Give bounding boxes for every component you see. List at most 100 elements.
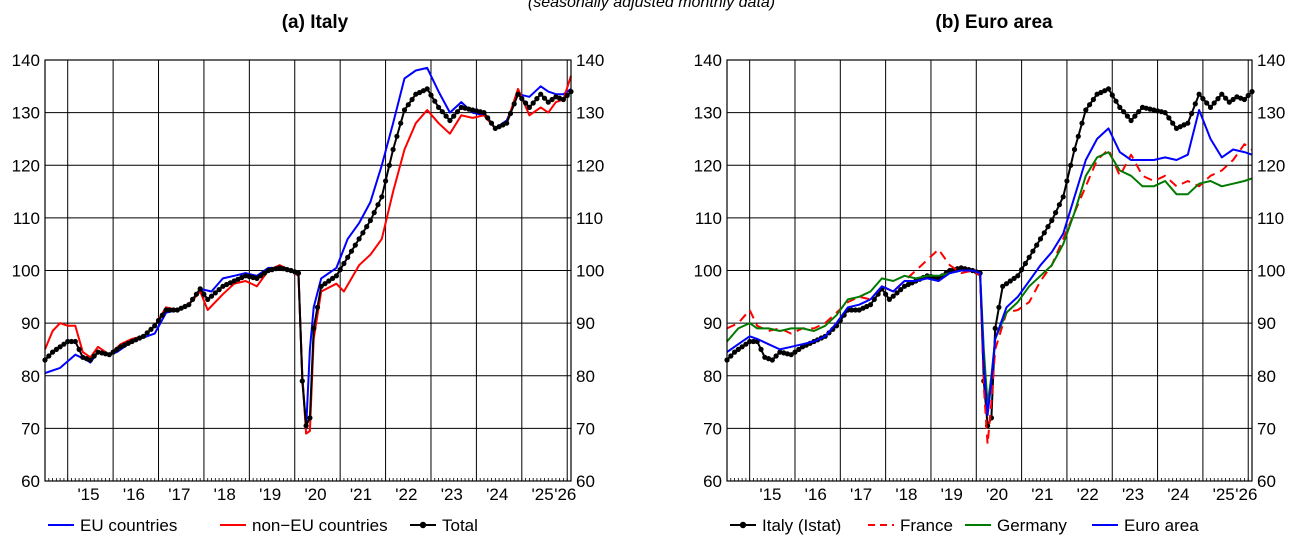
- a-ytick-right-110: 110: [576, 209, 603, 228]
- b-marker-italy-istat: [871, 296, 877, 302]
- a-marker-total: [439, 109, 445, 115]
- b-marker-italy-istat: [1015, 273, 1021, 279]
- b-marker-italy-istat: [1019, 267, 1025, 273]
- b-marker-italy-istat: [1219, 91, 1225, 97]
- a-xtick-21: '21: [350, 485, 372, 504]
- b-marker-italy-istat: [883, 291, 889, 297]
- panel-a-italy: 60 60 70 70 80 80 90 90 100 100 110 110 120 120 130 130…: [12, 51, 605, 535]
- a-ytick-left-140: 140: [12, 51, 40, 70]
- b-xtick-22: '22: [1077, 485, 1099, 504]
- b-ytick-right-140: 140: [1257, 51, 1285, 70]
- chart-subtitle: (seasonally adjusted monthly data): [527, 0, 776, 11]
- a-ytick-right-140: 140: [576, 51, 604, 70]
- b-marker-italy-istat: [1075, 133, 1081, 139]
- a-marker-total: [436, 104, 442, 110]
- b-ytick-left-110: 110: [695, 209, 722, 228]
- a-marker-total: [193, 291, 199, 297]
- a-marker-total: [538, 91, 544, 97]
- b-marker-italy-istat: [750, 338, 757, 345]
- b-marker-italy-istat: [852, 307, 859, 313]
- a-marker-total: [383, 178, 389, 184]
- b-marker-italy-istat: [1132, 113, 1138, 119]
- b-marker-italy-istat: [1068, 162, 1074, 168]
- a-marker-total: [401, 107, 408, 113]
- b-xtick-21: '21: [1031, 485, 1053, 504]
- a-marker-total: [186, 302, 192, 308]
- b-marker-italy-istat: [1211, 100, 1217, 106]
- a-marker-total: [140, 333, 146, 339]
- a-xtick-22: '22: [395, 485, 417, 504]
- b-xtick-18: '18: [895, 485, 917, 504]
- a-marker-total: [261, 270, 268, 276]
- b-marker-italy-istat: [732, 349, 738, 355]
- b-marker-italy-istat: [1079, 120, 1085, 126]
- b-xtick-26: '26: [1235, 485, 1257, 504]
- a-marker-total: [326, 278, 332, 284]
- b-marker-italy-istat: [1000, 283, 1006, 289]
- b-marker-italy-istat: [1045, 224, 1051, 230]
- a-ytick-left-110: 110: [13, 209, 40, 228]
- b-marker-italy-istat: [1245, 92, 1251, 99]
- b-marker-italy-istat: [1196, 91, 1202, 97]
- a-marker-total: [560, 96, 567, 103]
- b-marker-italy-istat: [1215, 96, 1221, 102]
- b-ytick-left-80: 80: [703, 367, 722, 386]
- b-series-italy-istat: [726, 87, 1253, 427]
- a-marker-total: [57, 344, 63, 350]
- a-marker-total: [53, 346, 60, 352]
- b-marker-italy-istat: [1064, 178, 1070, 184]
- a-ytick-left-130: 130: [12, 104, 40, 123]
- a-marker-total: [394, 133, 400, 139]
- a-marker-total: [348, 248, 355, 254]
- a-marker-total: [352, 242, 358, 248]
- a-ytick-right-90: 90: [576, 314, 595, 333]
- b-ytick-right-120: 120: [1257, 156, 1285, 175]
- b-ytick-right-110: 110: [1257, 209, 1284, 228]
- a-marker-total: [564, 92, 570, 99]
- b-marker-italy-istat: [1030, 248, 1036, 254]
- b-marker-italy-istat: [886, 296, 893, 302]
- b-marker-italy-istat: [1204, 100, 1210, 106]
- b-marker-italy-istat: [992, 325, 998, 331]
- b-marker-italy-istat: [1121, 109, 1127, 115]
- b-ytick-left-140: 140: [694, 51, 722, 70]
- a-marker-total: [341, 260, 347, 267]
- b-marker-italy-istat: [1037, 236, 1044, 242]
- a-marker-total: [68, 338, 75, 345]
- a-marker-total: [386, 162, 392, 168]
- b-legend-label-germany: Germany: [997, 516, 1067, 535]
- b-ytick-left-70: 70: [703, 419, 722, 438]
- a-marker-total: [110, 349, 116, 355]
- b-xtick-24: '24: [1167, 485, 1189, 504]
- a-marker-total: [409, 96, 415, 103]
- a-plot-frame: [44, 59, 572, 482]
- a-ytick-left-80: 80: [21, 367, 40, 386]
- a-marker-total: [454, 109, 461, 115]
- b-marker-italy-istat: [747, 338, 753, 345]
- b-marker-italy-istat: [1113, 98, 1119, 104]
- a-marker-total: [507, 110, 514, 117]
- b-marker-italy-istat: [788, 352, 794, 358]
- b-series-euro-area: [726, 109, 1253, 417]
- b-marker-italy-istat: [1170, 120, 1176, 126]
- b-ytick-left-100: 100: [694, 262, 722, 281]
- b-marker-italy-istat: [728, 353, 734, 359]
- a-marker-total: [549, 96, 555, 103]
- a-xtick-19: '19: [259, 485, 281, 504]
- b-xtick-17: '17: [850, 485, 872, 504]
- a-marker-total: [258, 273, 264, 279]
- a-marker-total: [322, 281, 328, 287]
- panel-b-euro-area: 60 60 70 70 80 80 90 90 100 100 110 110 120 120 130 130…: [694, 51, 1286, 535]
- a-marker-total: [46, 353, 52, 359]
- a-xtick-20: '20: [304, 485, 326, 504]
- a-marker-total: [106, 352, 112, 358]
- b-legend-label-france: France: [900, 516, 953, 535]
- a-legend-label-eu-countries: EU countries: [80, 516, 177, 535]
- b-marker-italy-istat: [1087, 102, 1093, 108]
- a-ytick-right-130: 130: [576, 104, 604, 123]
- a-marker-total: [314, 304, 321, 310]
- a-marker-total: [307, 415, 313, 421]
- a-legend-label-non-eu-countries: non−EU countries: [252, 516, 388, 535]
- b-marker-italy-istat: [758, 346, 764, 352]
